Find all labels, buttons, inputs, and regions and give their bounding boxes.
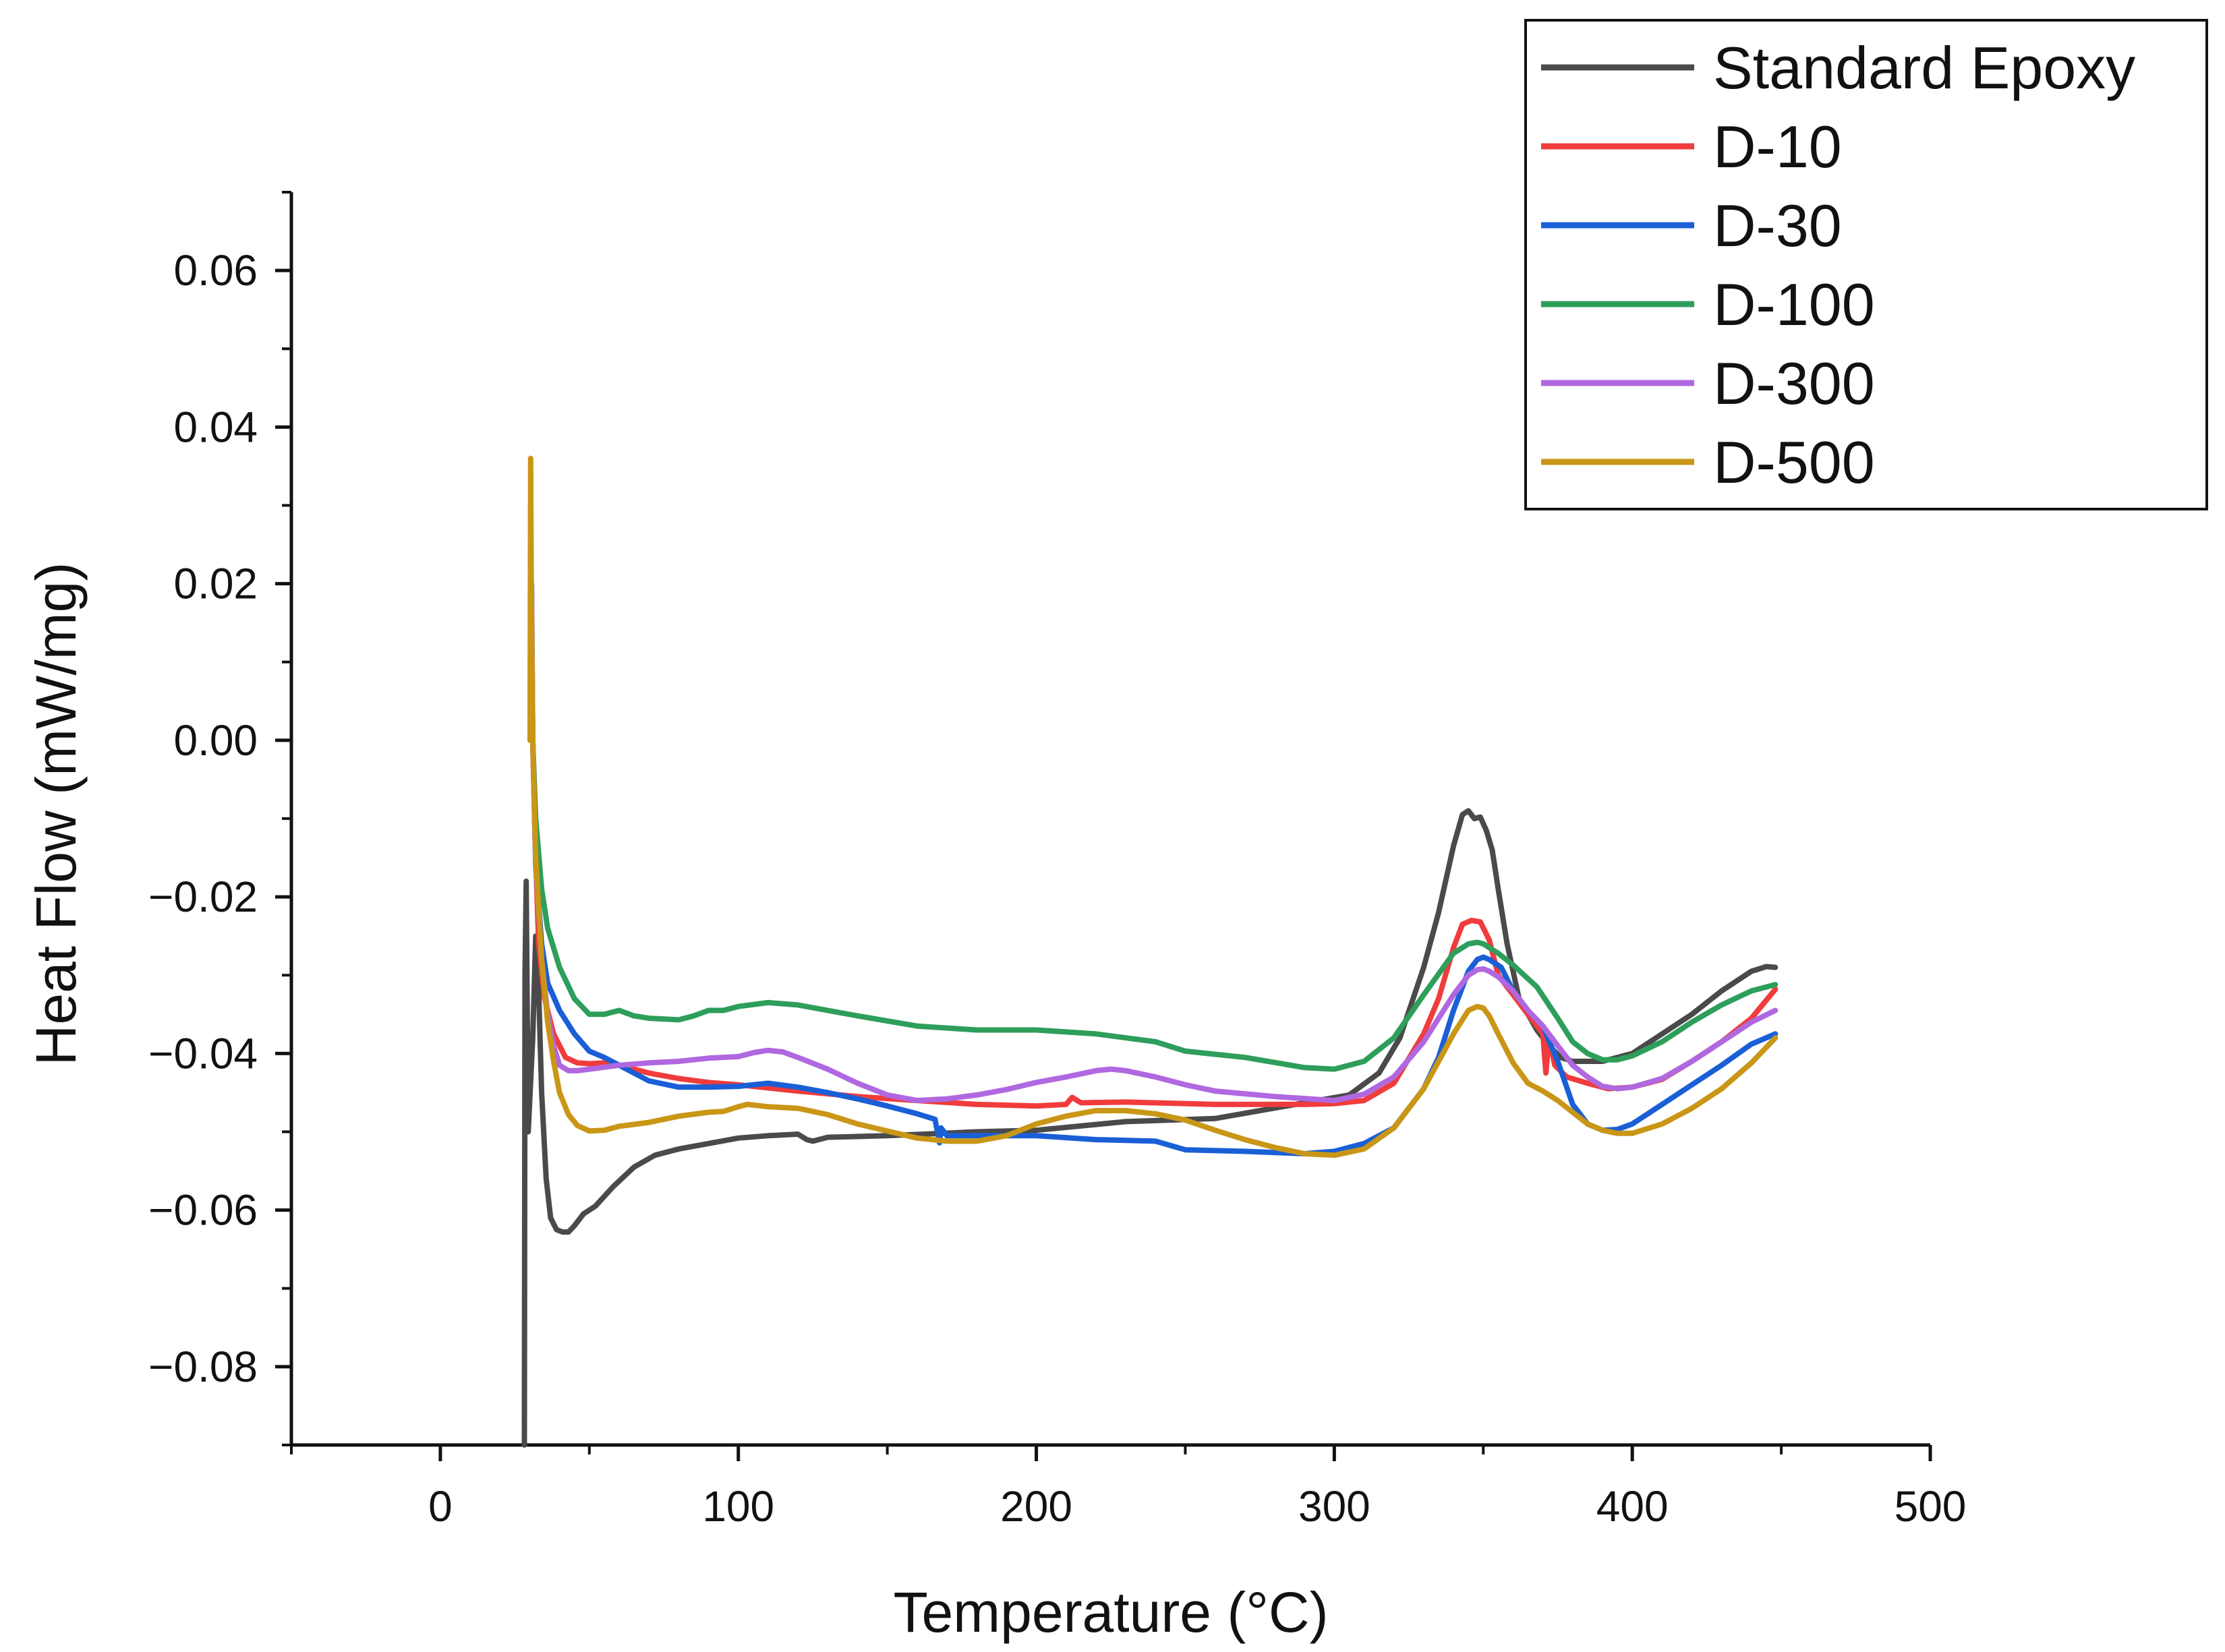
legend-label: Standard Epoxy	[1713, 34, 2135, 101]
series-lines	[521, 455, 1779, 1448]
x-tick-label: 0	[428, 1482, 453, 1531]
y-tick-label: 0.02	[173, 560, 258, 608]
legend-label: D-500	[1713, 429, 1875, 496]
y-tick-label: 0.04	[173, 403, 258, 451]
x-tick-label: 500	[1895, 1482, 1967, 1531]
x-tick-label: 200	[1000, 1482, 1072, 1531]
series-line-d-300	[527, 581, 1779, 1104]
x-tick-label: 400	[1596, 1482, 1669, 1531]
series-line-standard-epoxy	[521, 808, 1779, 1448]
series-line-d-100	[527, 635, 1779, 1072]
series-line-d-10	[527, 589, 1779, 1109]
y-axis-title: Heat Flow (mW/mg)	[24, 562, 88, 1066]
y-tick-label: −0.02	[148, 873, 258, 921]
legend-label: D-30	[1713, 192, 1842, 259]
legend-label: D-10	[1713, 113, 1842, 180]
series-line-d-30	[527, 581, 1779, 1156]
y-tick-label: −0.08	[148, 1343, 258, 1391]
y-tick-label: 0.06	[173, 246, 258, 295]
tick-labels: 0 100 200 300 400 500 −0.08 −0.06 −0.04 −0.02 0.00…	[148, 246, 1966, 1531]
x-axis-title: Temperature (°C)	[893, 1581, 1328, 1644]
x-tick-label: 100	[702, 1482, 774, 1531]
legend-label: D-300	[1713, 350, 1875, 417]
y-tick-label: −0.06	[148, 1186, 258, 1235]
series-line-d-500	[527, 455, 1779, 1158]
y-tick-label: 0.00	[173, 716, 258, 765]
x-tick-label: 300	[1298, 1482, 1370, 1531]
y-tick-label: −0.04	[148, 1029, 258, 1078]
legend-box	[1524, 19, 2208, 510]
axes	[275, 191, 1932, 1461]
legend-label: D-100	[1713, 271, 1875, 338]
legend: Standard Epoxy D-10 D-30 D-100 D-300 D-500	[1524, 19, 2208, 510]
